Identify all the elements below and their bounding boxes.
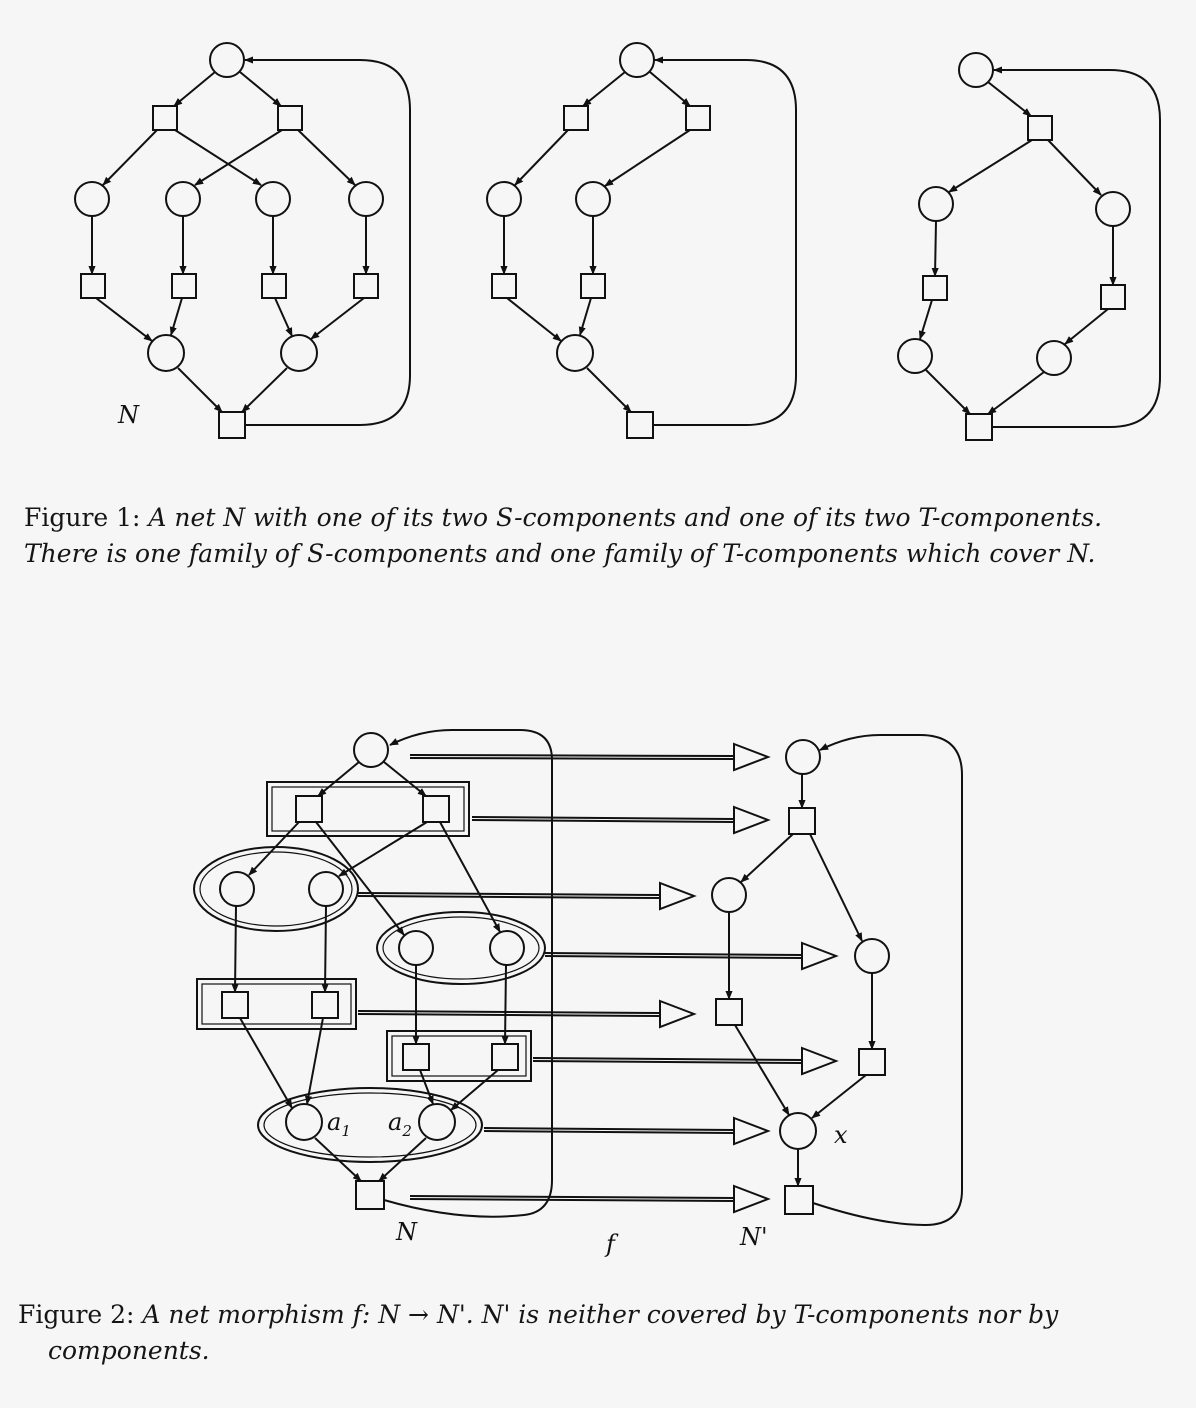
transition — [221, 991, 249, 1019]
transition — [171, 273, 197, 299]
transition — [580, 273, 606, 299]
place — [353, 732, 389, 768]
place-x-label: x — [834, 1121, 848, 1149]
transition — [261, 273, 287, 299]
place — [897, 338, 933, 374]
group-box — [391, 1035, 527, 1077]
transition — [1027, 115, 1053, 141]
transition — [353, 273, 379, 299]
place — [958, 52, 994, 88]
group-ellipse — [376, 911, 546, 985]
morphism-arrow — [544, 941, 839, 971]
group-box — [201, 983, 352, 1025]
place — [711, 877, 747, 913]
transition — [1100, 284, 1126, 310]
transition — [685, 105, 711, 131]
morphism-arrows — [357, 742, 839, 1214]
figure1-net-label: N — [117, 401, 140, 429]
figure1-t-component — [897, 52, 1161, 441]
place — [619, 42, 655, 78]
place — [918, 186, 954, 222]
morphism-arrow — [357, 999, 697, 1029]
place — [348, 181, 384, 217]
transition — [218, 411, 246, 439]
morphism-label: f — [604, 1230, 619, 1258]
place — [285, 1103, 323, 1141]
place — [854, 938, 890, 974]
place — [255, 181, 291, 217]
figure2-source-label: N — [395, 1218, 418, 1246]
figure2-caption-line1: Figure 2: A net morphism f: N → N'. N' i… — [18, 1300, 1059, 1329]
morphism-arrow — [483, 1116, 771, 1146]
morphism-arrow — [532, 1046, 839, 1076]
place — [209, 42, 245, 78]
place — [308, 871, 344, 907]
transition — [402, 1043, 430, 1071]
figure1-caption-line2: There is one family of S-components and … — [24, 539, 1096, 568]
place — [575, 181, 611, 217]
group-ellipse — [257, 1087, 483, 1163]
transition — [295, 795, 323, 823]
transition — [965, 413, 993, 441]
figure1-s-component — [486, 42, 797, 439]
transition — [922, 275, 948, 301]
group-box — [386, 1030, 532, 1082]
morphism-arrow — [471, 805, 771, 835]
group-box — [266, 781, 470, 837]
transition — [80, 273, 106, 299]
figure2-net-n — [193, 729, 553, 1218]
place — [785, 739, 821, 775]
place — [219, 871, 255, 907]
figure1-caption: Figure 1: A net N with one of its two S-… — [24, 500, 1184, 572]
transition — [784, 1185, 814, 1215]
figure2-target-label: N' — [739, 1223, 768, 1251]
group-box — [271, 786, 465, 832]
group-ellipse — [193, 846, 359, 932]
transition — [563, 105, 589, 131]
place — [556, 334, 594, 372]
morphism-arrow — [409, 1184, 771, 1214]
group-box — [196, 978, 357, 1030]
place — [1036, 340, 1072, 376]
transition — [491, 273, 517, 299]
place — [398, 930, 434, 966]
place — [147, 334, 185, 372]
place — [1095, 191, 1131, 227]
group-ellipse — [263, 1092, 477, 1158]
transition — [626, 411, 654, 439]
place-a1-label: a1 — [327, 1108, 351, 1140]
figure2-caption-line2: components. — [48, 1336, 210, 1365]
transition — [422, 795, 450, 823]
place — [418, 1103, 456, 1141]
transition — [715, 998, 743, 1026]
transition — [355, 1180, 385, 1210]
group-ellipse — [382, 916, 540, 980]
figure1-net-n — [74, 42, 411, 439]
figure1-caption-line1: Figure 1: A net N with one of its two S-… — [24, 503, 1103, 532]
place — [489, 930, 525, 966]
transition — [277, 105, 303, 131]
place — [165, 181, 201, 217]
place — [486, 181, 522, 217]
place-a2-label: a2 — [388, 1108, 412, 1140]
transition — [491, 1043, 519, 1071]
group-ellipse — [199, 851, 353, 927]
place — [280, 334, 318, 372]
morphism-arrow — [357, 881, 697, 911]
transition — [311, 991, 339, 1019]
transition — [788, 807, 816, 835]
place — [779, 1112, 817, 1150]
morphism-arrow — [409, 742, 771, 772]
figure2-net-n-prime — [711, 734, 963, 1227]
transition — [152, 105, 178, 131]
place — [74, 181, 110, 217]
transition — [858, 1048, 886, 1076]
figure2-caption: Figure 2: A net morphism f: N → N'. N' i… — [18, 1297, 1188, 1369]
